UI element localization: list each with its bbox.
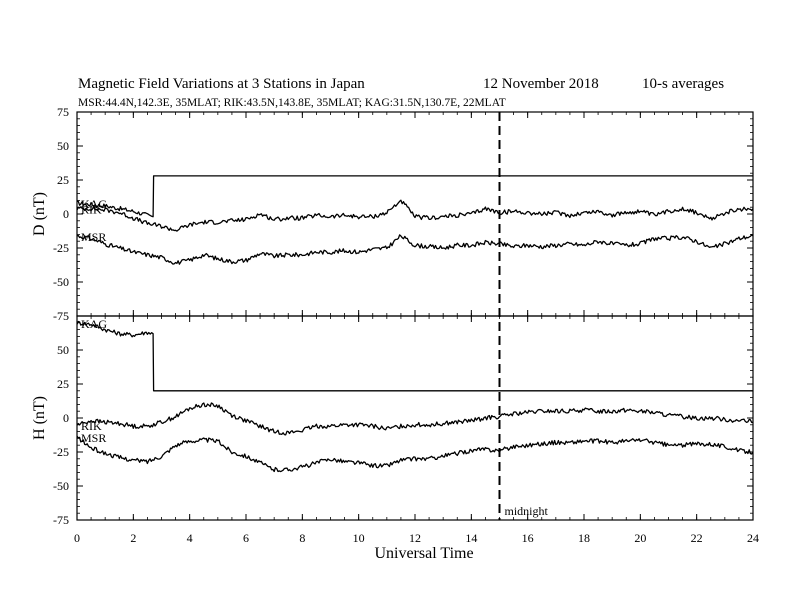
y-tick-label: -50 [53, 275, 69, 289]
x-axis-label: Universal Time [374, 545, 473, 562]
series-kag-line [76, 320, 753, 392]
series-rik-line [76, 402, 754, 436]
x-tick-label: 22 [691, 531, 703, 545]
midnight-marker-label: midnight [505, 504, 549, 518]
x-tick-label: 6 [243, 531, 249, 545]
y-tick-label: -25 [53, 241, 69, 255]
series-msr-label: MSR [81, 230, 106, 244]
series-rik-label: RIK [81, 419, 102, 433]
y-tick-label: 0 [63, 207, 69, 221]
y-tick-label: -50 [53, 479, 69, 493]
y-axis-label: H (nT) [31, 396, 48, 440]
x-tick-label: 0 [74, 531, 80, 545]
x-tick-label: 4 [187, 531, 193, 545]
y-tick-label: 25 [57, 173, 69, 187]
series-rik-line [76, 199, 754, 232]
x-tick-label: 8 [299, 531, 305, 545]
x-tick-label: 14 [465, 531, 477, 545]
chart-date: 12 November 2018 [483, 76, 599, 92]
chart-title: Magnetic Field Variations at 3 Stations … [78, 76, 365, 92]
x-tick-label: 18 [578, 531, 590, 545]
x-tick-label: 2 [130, 531, 136, 545]
panel-frame-2 [76, 315, 754, 521]
series-kag-label: KAG [81, 197, 107, 211]
series-msr-label: MSR [81, 431, 106, 445]
series-msr-line [76, 234, 754, 265]
y-tick-label: -75 [53, 513, 69, 527]
x-tick-label: 10 [353, 531, 365, 545]
y-axis-label: D (nT) [31, 192, 48, 236]
x-tick-label: 12 [409, 531, 421, 545]
station-info: MSR:44.4N,142.3E, 35MLAT; RIK:43.5N,143.… [78, 97, 506, 109]
series-msr-line [76, 435, 754, 473]
x-tick-label: 20 [634, 531, 646, 545]
series-kag-label: KAG [81, 317, 107, 331]
y-tick-label: 50 [57, 139, 69, 153]
series-rik-label: RIK [81, 203, 102, 217]
y-tick-label: 0 [63, 411, 69, 425]
chart-averaging: 10-s averages [642, 76, 724, 92]
series-kag-line [77, 175, 753, 218]
panel-frame-1 [76, 111, 754, 317]
y-tick-label: -75 [53, 309, 69, 323]
y-tick-label: 50 [57, 343, 69, 357]
y-tick-label: 25 [57, 377, 69, 391]
y-tick-label: -25 [53, 445, 69, 459]
x-tick-label: 24 [747, 531, 759, 545]
y-tick-label: 75 [57, 105, 69, 119]
x-tick-label: 16 [522, 531, 534, 545]
